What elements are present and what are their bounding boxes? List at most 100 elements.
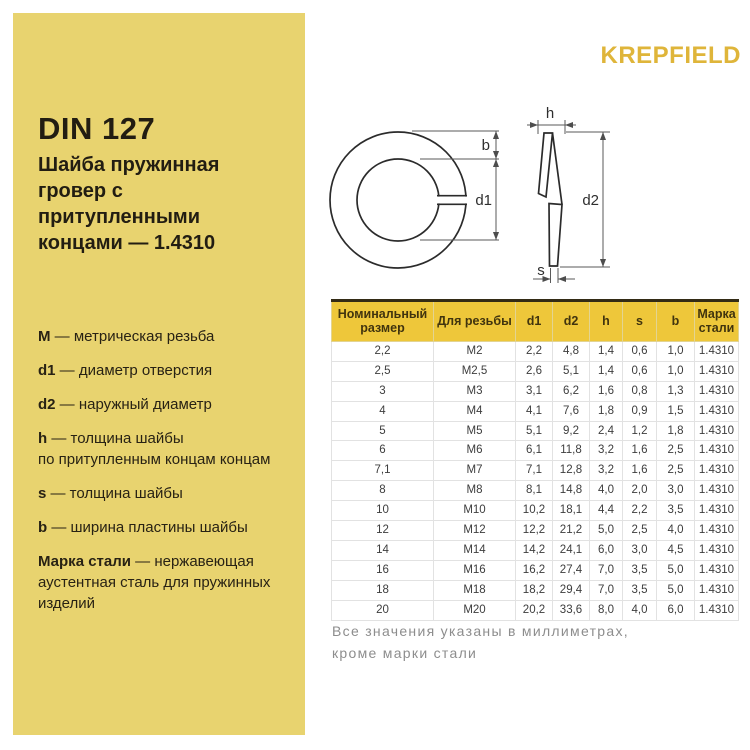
table-cell: M6 — [433, 440, 516, 462]
table-cell: 1,2 — [622, 420, 657, 442]
legend-description: — нержавеющая аустентная сталь для пружи… — [38, 552, 271, 612]
side-view-dimensions — [527, 120, 610, 283]
table-cell: 3 — [331, 380, 434, 402]
table-cell: 14 — [331, 540, 434, 562]
legend-term: h — [38, 429, 48, 447]
table-cell: 20,2 — [515, 599, 553, 621]
table-cell: 10,2 — [515, 500, 553, 522]
table-cell: 1,6 — [622, 460, 657, 482]
table-cell: M5 — [433, 420, 516, 442]
table-cell: 18,1 — [552, 500, 590, 522]
table-cell: 24,1 — [552, 540, 590, 562]
table-cell: 6,1 — [515, 440, 553, 462]
table-cell: 14,2 — [515, 540, 553, 562]
table-cell: 0,6 — [622, 360, 657, 382]
table-cell: 3,0 — [622, 540, 657, 562]
table-cell: 5,0 — [589, 520, 623, 542]
table-cell: 1.4310 — [694, 360, 739, 382]
legend-item: h — толщина шайбы по притупленным концам… — [38, 428, 283, 470]
legend-description: — ширина пластины шайбы — [47, 518, 248, 536]
table-cell: 5,1 — [552, 360, 590, 382]
table-cell: 8 — [331, 480, 434, 502]
table-cell: 1.4310 — [694, 380, 739, 402]
table-cell: 27,4 — [552, 560, 590, 581]
dim-label-d2: d2 — [582, 192, 599, 209]
table-cell: M3 — [433, 380, 516, 402]
legend-term: b — [38, 518, 48, 536]
spec-table: Номинальный размер Для резьбы d1 d2 h s b Марка… — [331, 299, 739, 621]
front-view-dimensions — [412, 130, 500, 241]
legend-item: M — метрическая резьба — [38, 326, 283, 347]
table-cell: 1,5 — [656, 400, 695, 422]
table-cell: 1,4 — [589, 340, 623, 362]
table-cell: 9,2 — [552, 420, 590, 442]
table-row: 18 M18 18,2 29,4 7,0 3,5 5,0 1.4310 — [331, 580, 739, 601]
column-header: b — [656, 300, 695, 342]
table-cell: 4,0 — [622, 599, 657, 621]
legend-term: M — [38, 327, 51, 345]
table-cell: M14 — [433, 540, 516, 562]
table-cell: 7,0 — [589, 560, 623, 581]
table-row: 16 M16 16,2 27,4 7,0 3,5 5,0 1.4310 — [331, 560, 739, 581]
table-cell: M16 — [433, 560, 516, 581]
left-panel: DIN 127 Шайба пружинная гровер с притупл… — [13, 13, 305, 735]
table-cell: 5,0 — [656, 560, 695, 581]
legend-term: d2 — [38, 395, 56, 413]
technical-drawing: b d1 h d2 s — [329, 105, 610, 283]
table-cell: 6,2 — [552, 380, 590, 402]
table-cell: M2,5 — [433, 360, 516, 382]
table-cell: 1.4310 — [694, 540, 739, 562]
table-cell: M8 — [433, 480, 516, 502]
legend-term: s — [38, 484, 47, 502]
table-cell: 6,0 — [589, 540, 623, 562]
table-row: 14 M14 14,2 24,1 6,0 3,0 4,5 1.4310 — [331, 540, 739, 562]
table-cell: 1.4310 — [694, 400, 739, 422]
table-cell: 7,1 — [515, 460, 553, 482]
table-cell: 1,8 — [589, 400, 623, 422]
column-header: d1 — [515, 300, 553, 342]
table-cell: 4,0 — [589, 480, 623, 502]
table-cell: 1,0 — [656, 340, 695, 362]
table-cell: 8,1 — [515, 480, 553, 502]
table-cell: M2 — [433, 340, 516, 362]
table-cell: 0,6 — [622, 340, 657, 362]
table-cell: 6 — [331, 440, 434, 462]
legend-description: — диаметр отверстия — [55, 361, 213, 379]
legend-item: s — толщина шайбы — [38, 483, 283, 504]
table-cell: 1.4310 — [694, 520, 739, 542]
table-cell: 7,6 — [552, 400, 590, 422]
table-cell: 1,0 — [656, 360, 695, 382]
table-cell: 6,0 — [656, 599, 695, 621]
table-row: 4 M4 4,1 7,6 1,8 0,9 1,5 1.4310 — [331, 400, 739, 422]
table-row: 7,1 M7 7,1 12,8 3,2 1,6 2,5 1.4310 — [331, 460, 739, 482]
legend-description: — толщина шайбы — [46, 484, 183, 502]
table-cell: 3,2 — [589, 460, 623, 482]
table-cell: 3,5 — [656, 500, 695, 522]
dim-label-h: h — [546, 105, 554, 122]
table-cell: 1,6 — [622, 440, 657, 462]
table-cell: 2,5 — [656, 460, 695, 482]
table-cell: 1.4310 — [694, 580, 739, 601]
dim-label-s: s — [537, 262, 545, 279]
table-cell: 4 — [331, 400, 434, 422]
table-cell: 20 — [331, 599, 434, 621]
table-cell: 1,8 — [656, 420, 695, 442]
table-cell: 3,0 — [656, 480, 695, 502]
legend-item: b — ширина пластины шайбы — [38, 517, 283, 538]
column-header: s — [622, 300, 657, 342]
table-cell: 7,1 — [331, 460, 434, 482]
table-cell: 1,6 — [589, 380, 623, 402]
dim-label-b: b — [482, 137, 490, 154]
table-cell: M7 — [433, 460, 516, 482]
table-cell: 3,2 — [589, 440, 623, 462]
units-note: Все значения указаны в миллиметрах, кром… — [332, 623, 629, 662]
column-header: Для резьбы — [433, 300, 516, 342]
table-cell: 16 — [331, 560, 434, 581]
table-cell: 2,2 — [622, 500, 657, 522]
table-cell: 7,0 — [589, 580, 623, 601]
table-cell: 4,8 — [552, 340, 590, 362]
table-cell: 3,5 — [622, 580, 657, 601]
table-cell: 33,6 — [552, 599, 590, 621]
legend-term: d1 — [38, 361, 56, 379]
table-row: 5 M5 5,1 9,2 2,4 1,2 1,8 1.4310 — [331, 420, 739, 442]
